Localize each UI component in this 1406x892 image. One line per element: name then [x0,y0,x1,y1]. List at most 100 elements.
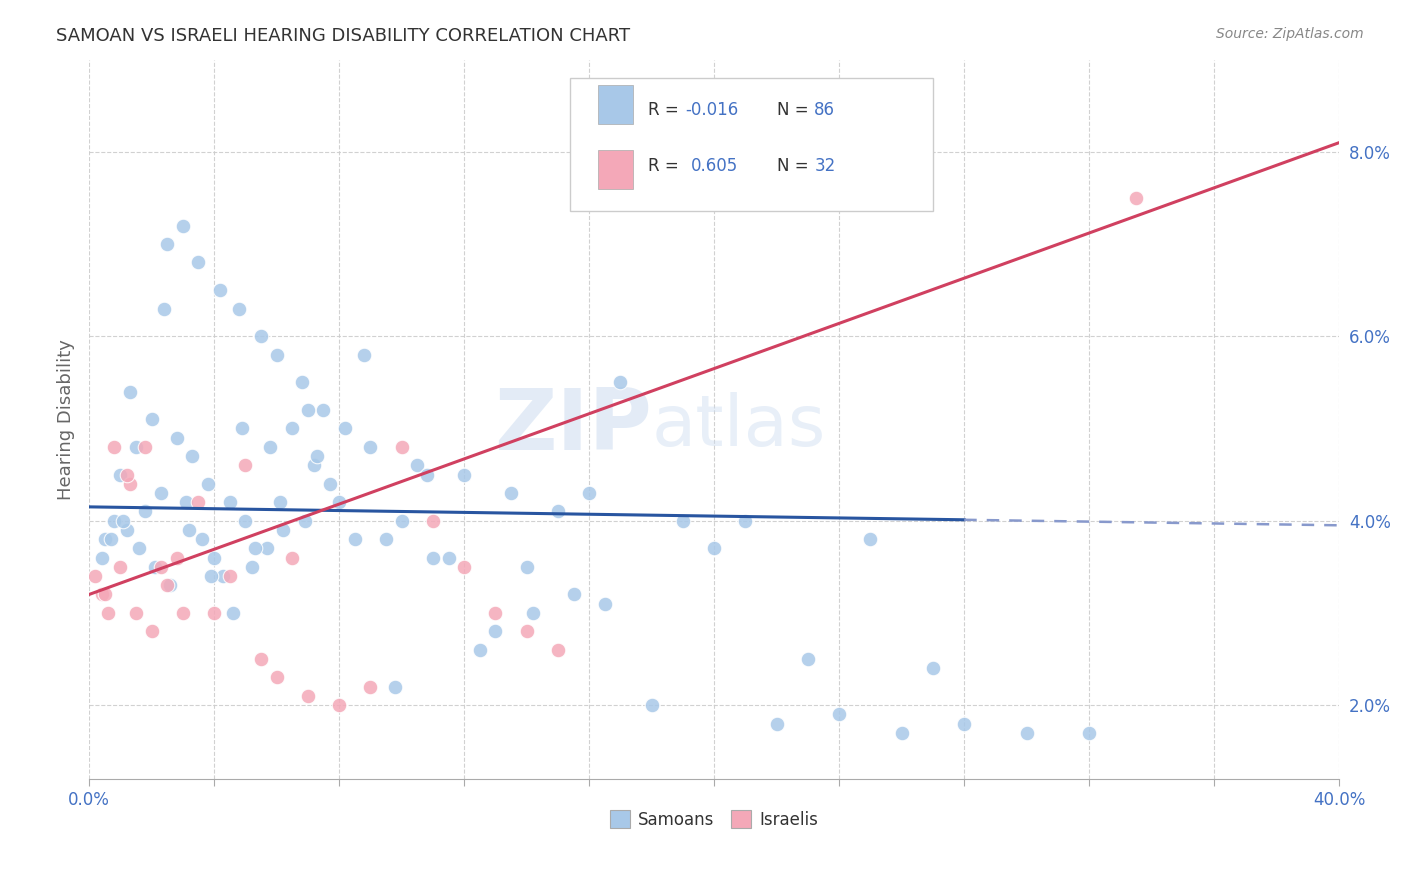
Point [562,587,585,601]
Point [118,476,141,491]
FancyBboxPatch shape [598,85,633,124]
Point [197,476,219,491]
Point [153,301,176,316]
Point [1125,191,1147,205]
Point [453,559,475,574]
Point [93,532,115,546]
Point [415,467,437,482]
Text: SAMOAN VS ISRAELI HEARING DISABILITY CORRELATION CHART: SAMOAN VS ISRAELI HEARING DISABILITY COR… [56,27,630,45]
Point [406,458,429,473]
Point [484,606,506,620]
Point [375,532,398,546]
Point [187,255,209,269]
Point [335,421,357,435]
Point [100,532,122,546]
Point [734,514,756,528]
Point [156,237,179,252]
Point [110,467,132,482]
Point [266,348,288,362]
Point [516,624,538,639]
Point [297,403,319,417]
Point [134,440,156,454]
Point [269,495,291,509]
Text: R =: R = [648,101,683,119]
Point [859,532,882,546]
Point [281,550,304,565]
Point [103,514,125,528]
Point [141,624,163,639]
Point [266,671,288,685]
Point [578,486,600,500]
Point [256,541,278,556]
Point [143,559,166,574]
Point [359,440,381,454]
Point [240,559,263,574]
Text: Source: ZipAtlas.com: Source: ZipAtlas.com [1216,27,1364,41]
Text: 0.605: 0.605 [690,157,738,175]
Text: -0.016: -0.016 [685,101,738,119]
Point [90,550,112,565]
Point [187,495,209,509]
Point [90,587,112,601]
Point [328,698,350,713]
Point [468,642,491,657]
Point [437,550,460,565]
Point [181,449,204,463]
Point [218,495,240,509]
Point [250,652,273,666]
Point [499,486,522,500]
Text: 86: 86 [814,101,835,119]
Point [593,597,616,611]
Point [166,550,188,565]
Point [319,476,342,491]
Point [922,661,945,675]
Point [422,550,444,565]
Point [97,606,120,620]
Point [115,523,138,537]
Point [281,421,304,435]
Point [172,219,194,233]
Point [125,606,148,620]
Point [118,384,141,399]
Point [797,652,820,666]
Point [166,431,188,445]
Point [202,550,225,565]
Text: R =: R = [648,157,683,175]
Point [149,559,172,574]
Point [307,449,329,463]
Point [222,606,245,620]
Text: ZIP: ZIP [494,385,651,468]
Point [84,569,107,583]
Point [384,680,406,694]
Point [547,504,569,518]
Point [209,283,232,297]
Point [312,403,335,417]
Point [271,523,294,537]
Point [134,504,156,518]
Point [672,514,695,528]
Point [291,376,314,390]
FancyBboxPatch shape [598,150,633,189]
Point [297,689,319,703]
Point [228,301,250,316]
Point [177,523,200,537]
Point [890,726,912,740]
Point [128,541,150,556]
Text: N =: N = [776,157,814,175]
Point [149,486,172,500]
Point [110,559,132,574]
Point [172,606,194,620]
Point [93,587,115,601]
Point [703,541,725,556]
FancyBboxPatch shape [571,78,934,211]
Point [202,606,225,620]
Point [391,440,413,454]
Point [391,514,413,528]
Point [1015,726,1038,740]
Point [159,578,181,592]
Point [259,440,281,454]
Point [141,412,163,426]
Point [233,514,256,528]
Point [453,467,475,482]
Point [484,624,506,639]
